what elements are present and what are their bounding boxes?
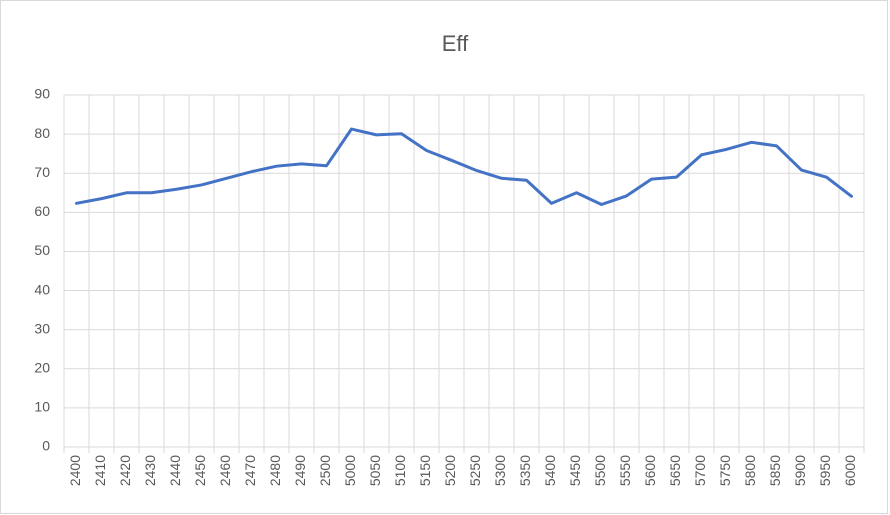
y-tick-label: 60	[34, 203, 50, 219]
x-tick-label: 5750	[717, 455, 733, 486]
x-tick-label: 5200	[442, 455, 458, 486]
y-tick-label: 90	[34, 86, 50, 102]
x-tick-label: 2420	[117, 455, 133, 486]
x-tick-label: 2450	[192, 455, 208, 486]
x-tick-label: 2490	[292, 455, 308, 486]
y-tick-label: 30	[34, 320, 50, 336]
x-tick-label: 5800	[742, 455, 758, 486]
y-tick-label: 50	[34, 242, 50, 258]
x-tick-label: 5350	[517, 455, 533, 486]
y-tick-label: 40	[34, 281, 50, 297]
x-tick-label: 5900	[792, 455, 808, 486]
x-tick-label: 5600	[642, 455, 658, 486]
x-tick-label: 5950	[817, 455, 833, 486]
x-tick-label: 2460	[217, 455, 233, 486]
x-tick-label: 2430	[142, 455, 158, 486]
x-tick-label: 2500	[317, 455, 333, 486]
data-line	[75, 127, 853, 207]
x-tick-label: 5400	[542, 455, 558, 486]
x-tick-label: 5150	[417, 455, 433, 486]
x-tick-label: 2480	[267, 455, 283, 486]
x-tick-label: 5100	[392, 455, 408, 486]
y-tick-label: 20	[34, 359, 50, 375]
x-tick-label: 2410	[92, 455, 108, 486]
x-tick-label: 6000	[842, 455, 858, 486]
x-tick-label: 5550	[617, 455, 633, 486]
y-tick-label: 10	[34, 399, 50, 415]
y-tick-label: 0	[42, 438, 50, 454]
x-tick-label: 5850	[767, 455, 783, 486]
chart-title: Eff	[442, 31, 469, 56]
x-tick-label: 2470	[242, 455, 258, 486]
x-tick-label: 5700	[692, 455, 708, 486]
x-tick-label: 5000	[342, 455, 358, 486]
y-tick-label: 70	[34, 164, 50, 180]
x-tick-label: 5500	[592, 455, 608, 486]
x-tick-label: 2440	[167, 455, 183, 486]
x-tick-label: 5450	[567, 455, 583, 486]
x-tick-label: 5050	[367, 455, 383, 486]
x-tick-label: 2400	[67, 455, 83, 486]
x-tick-label: 5650	[667, 455, 683, 486]
x-tick-label: 5250	[467, 455, 483, 486]
x-tick-label: 5300	[492, 455, 508, 486]
y-tick-label: 80	[34, 125, 50, 141]
